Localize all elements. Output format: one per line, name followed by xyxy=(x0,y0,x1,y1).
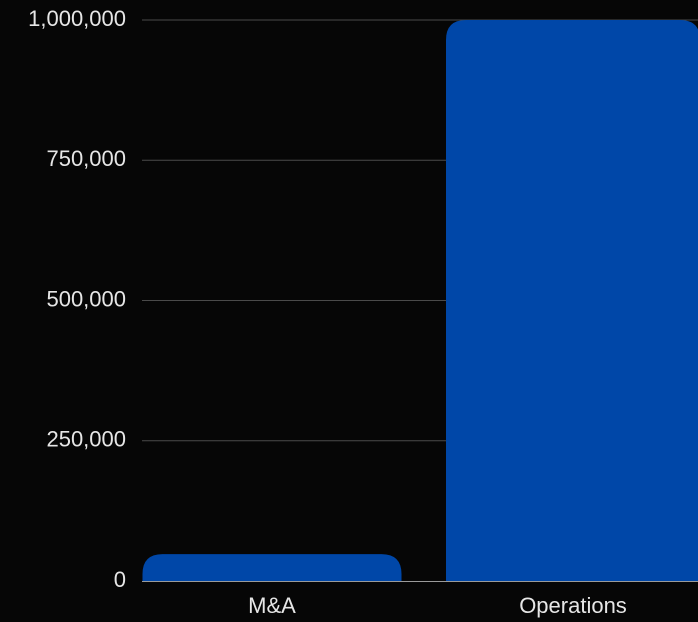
y-tick-label-0: 0 xyxy=(114,567,126,592)
x-category-label-1: Operations xyxy=(519,593,627,618)
y-tick-label-4: 1,000,000 xyxy=(28,6,126,31)
y-axis-tick-labels: 0 250,000 500,000 750,000 1,000,000 xyxy=(28,6,126,592)
bar-layer xyxy=(142,20,698,581)
x-axis-category-labels: M&A Operations xyxy=(248,593,627,618)
y-tick-label-3: 750,000 xyxy=(46,146,126,171)
y-tick-label-2: 500,000 xyxy=(46,286,126,311)
x-category-label-0: M&A xyxy=(248,593,296,618)
bar-m-a xyxy=(142,554,402,581)
bar-operations xyxy=(446,20,698,581)
y-tick-label-1: 250,000 xyxy=(46,427,126,452)
